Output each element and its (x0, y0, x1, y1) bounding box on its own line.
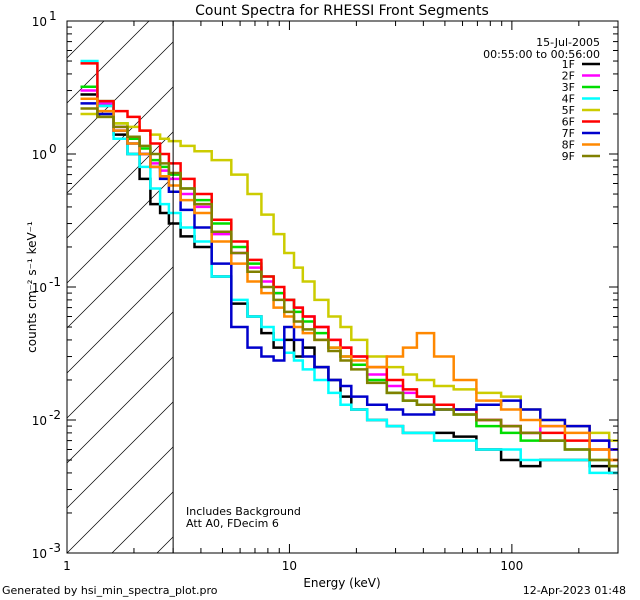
time-range-label: 00:55:00 to 00:56:00 (483, 48, 600, 61)
series-line-4F (80, 59, 618, 475)
x-axis-label: Energy (keV) (303, 576, 380, 590)
y-tick-label: 10 (32, 148, 47, 162)
series-line-5F (80, 112, 618, 442)
hatch-line (67, 221, 174, 329)
footer-generated-by: Generated by hsi_min_spectra_plot.pro (2, 584, 218, 597)
legend-label-6F: 6F (562, 116, 575, 129)
y-tick-exponent: -2 (49, 408, 61, 422)
hatched-region (67, 21, 174, 553)
hatch-line (67, 86, 174, 194)
y-tick-label: 10 (32, 281, 47, 295)
y-tick-label: 10 (32, 547, 47, 561)
y-tick-exponent: -3 (49, 541, 61, 555)
legend-label-2F: 2F (562, 70, 575, 83)
x-axis-ticks: 1 10 100 (63, 21, 619, 573)
x-tick-label: 10 (282, 559, 297, 573)
y-tick-exponent: 0 (49, 142, 57, 156)
y-tick-exponent: -1 (49, 275, 61, 289)
hatch-line (67, 266, 174, 374)
series-line-8F (80, 97, 618, 462)
footer-timestamp: 12-Apr-2023 01:48 (523, 584, 626, 597)
date-label: 15-Jul-2005 (536, 36, 600, 49)
hatch-line (67, 446, 174, 553)
legend-label-8F: 8F (562, 139, 575, 152)
hatch-line (67, 401, 174, 509)
legend-label-7F: 7F (562, 127, 575, 140)
legend-label-1F: 1F (562, 58, 575, 71)
hatch-line (67, 41, 174, 149)
annotation-attenuator: Att A0, FDecim 6 (186, 517, 279, 530)
annotation-background: Includes Background (186, 505, 301, 518)
series-line-9F (80, 107, 618, 468)
y-tick-exponent: 1 (49, 9, 57, 23)
chart-title: Count Spectra for RHESSI Front Segments (195, 3, 489, 19)
y-axis-label: counts cm⁻² s⁻¹ keV⁻¹ (25, 221, 39, 353)
y-tick-label: 10 (32, 414, 47, 428)
x-tick-label: 100 (500, 559, 523, 573)
legend-label-5F: 5F (562, 104, 575, 117)
x-tick-label: 1 (63, 559, 71, 573)
y-tick-label: 10 (32, 15, 47, 29)
legend-label-9F: 9F (562, 150, 575, 163)
legend-label-3F: 3F (562, 81, 575, 94)
legend-label-4F: 4F (562, 93, 575, 106)
series-lines (80, 59, 618, 475)
